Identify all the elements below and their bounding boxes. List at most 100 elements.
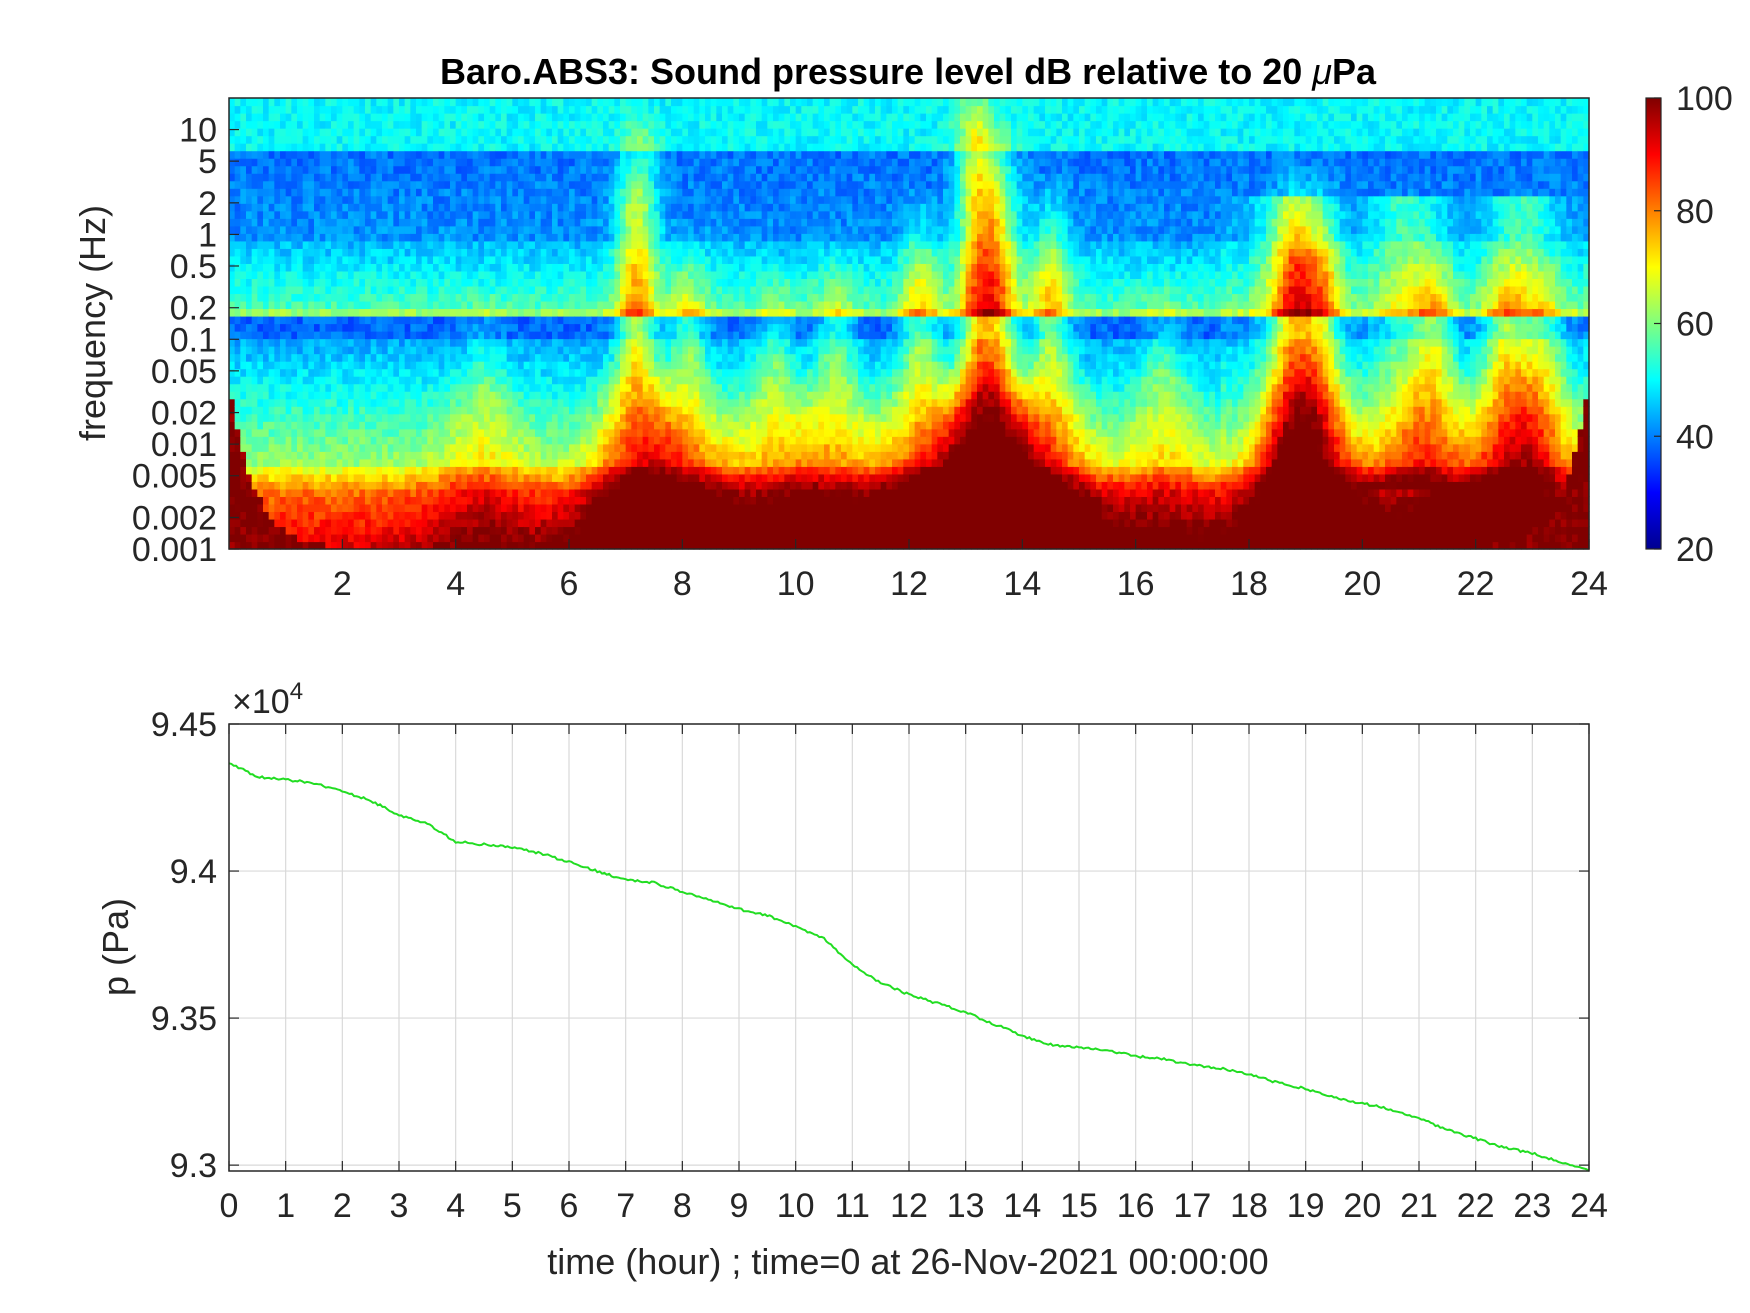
- heatmap-cell: [642, 173, 649, 182]
- heatmap-cell: [438, 541, 445, 550]
- heatmap-cell: [234, 98, 241, 107]
- heatmap-cell: [574, 240, 581, 249]
- heatmap-cell: [427, 413, 434, 422]
- heatmap-cell: [353, 413, 360, 422]
- heatmap-cell: [280, 135, 287, 144]
- heatmap-cell: [370, 346, 377, 355]
- heatmap-cell: [620, 541, 627, 550]
- heatmap-cell: [319, 503, 326, 513]
- heatmap-cell: [263, 150, 270, 159]
- heatmap-cell: [569, 346, 576, 355]
- heatmap-cell: [665, 113, 672, 122]
- heatmap-cell: [370, 331, 377, 340]
- heatmap-cell: [535, 150, 542, 159]
- heatmap-cell: [665, 421, 672, 430]
- heatmap-cell: [495, 98, 502, 107]
- heatmap-cell: [518, 233, 525, 242]
- heatmap-cell: [416, 195, 423, 204]
- heatmap-cell: [399, 113, 406, 122]
- heatmap-cell: [348, 368, 355, 377]
- heatmap-cell: [251, 391, 258, 400]
- heatmap-cell: [484, 120, 491, 129]
- heatmap-cell: [274, 180, 281, 189]
- heatmap-cell: [688, 376, 695, 385]
- heatmap-cell: [603, 503, 610, 513]
- heatmap-cell: [308, 278, 315, 287]
- heatmap-cell: [563, 240, 570, 249]
- heatmap-cell: [608, 466, 615, 475]
- heatmap-cell: [234, 353, 241, 362]
- heatmap-cell: [393, 398, 400, 407]
- heatmap-cell: [319, 165, 326, 174]
- heatmap-cell: [625, 353, 632, 362]
- heatmap-cell: [342, 128, 349, 137]
- heatmap-cell: [280, 376, 287, 385]
- heatmap-cell: [688, 421, 695, 430]
- heatmap-cell: [648, 443, 655, 452]
- heatmap-cell: [274, 496, 281, 505]
- heatmap-cell: [325, 353, 332, 362]
- heatmap-cell: [274, 120, 281, 129]
- heatmap-cell: [608, 113, 615, 122]
- heatmap-cell: [240, 195, 247, 204]
- heatmap-cell: [489, 180, 496, 189]
- heatmap-cell: [563, 293, 570, 302]
- heatmap-cell: [444, 398, 451, 407]
- heatmap-cell: [518, 135, 525, 144]
- heatmap-cell: [325, 488, 332, 497]
- heatmap-cell: [552, 361, 559, 370]
- heatmap-cell: [557, 248, 564, 257]
- heatmap-cell: [540, 143, 547, 152]
- heatmap-cell: [472, 105, 479, 114]
- heatmap-cell: [257, 143, 264, 152]
- heatmap-cell: [665, 240, 672, 249]
- heatmap-cell: [472, 120, 479, 129]
- heatmap-cell: [467, 443, 474, 452]
- heatmap-cell: [421, 263, 428, 272]
- heatmap-cell: [433, 173, 440, 182]
- heatmap-cell: [574, 376, 581, 385]
- heatmap-cell: [523, 518, 530, 528]
- heatmap-cell: [472, 376, 479, 385]
- heatmap-cell: [308, 218, 315, 227]
- heatmap-cell: [512, 308, 519, 317]
- heatmap-cell: [478, 135, 485, 144]
- heatmap-cell: [501, 353, 508, 362]
- heatmap-cell: [591, 346, 598, 355]
- heatmap-cell: [280, 451, 287, 460]
- heatmap-cell: [637, 323, 644, 332]
- heatmap-cell: [693, 481, 700, 490]
- heatmap-cell: [421, 518, 428, 528]
- heatmap-cell: [251, 128, 258, 137]
- heatmap-cell: [563, 225, 570, 234]
- heatmap-cell: [478, 353, 485, 362]
- heatmap-cell: [359, 421, 366, 430]
- heatmap-cell: [671, 120, 678, 129]
- heatmap-cell: [682, 293, 689, 302]
- heatmap-cell: [308, 188, 315, 197]
- heatmap-cell: [365, 150, 372, 159]
- heatmap-cell: [484, 105, 491, 114]
- heatmap-cell: [580, 361, 587, 370]
- heatmap-cell: [512, 195, 519, 204]
- heatmap-cell: [387, 353, 394, 362]
- heatmap-cell: [614, 368, 621, 377]
- heatmap-cell: [546, 503, 553, 513]
- heatmap-cell: [297, 105, 304, 114]
- heatmap-cell: [416, 398, 423, 407]
- heatmap-cell: [506, 98, 513, 107]
- heatmap-cell: [603, 180, 610, 189]
- heatmap-cell: [574, 496, 581, 505]
- heatmap-cell: [478, 473, 485, 482]
- heatmap-cell: [501, 143, 508, 152]
- heatmap-cell: [676, 255, 683, 264]
- heatmap-cell: [569, 376, 576, 385]
- heatmap-cell: [654, 428, 661, 437]
- heatmap-cell: [353, 391, 360, 400]
- heatmap-cell: [512, 466, 519, 475]
- heatmap-cell: [535, 270, 542, 279]
- heatmap-cell: [314, 180, 321, 189]
- heatmap-cell: [370, 466, 377, 475]
- heatmap-cell: [603, 413, 610, 422]
- heatmap-cell: [591, 436, 598, 445]
